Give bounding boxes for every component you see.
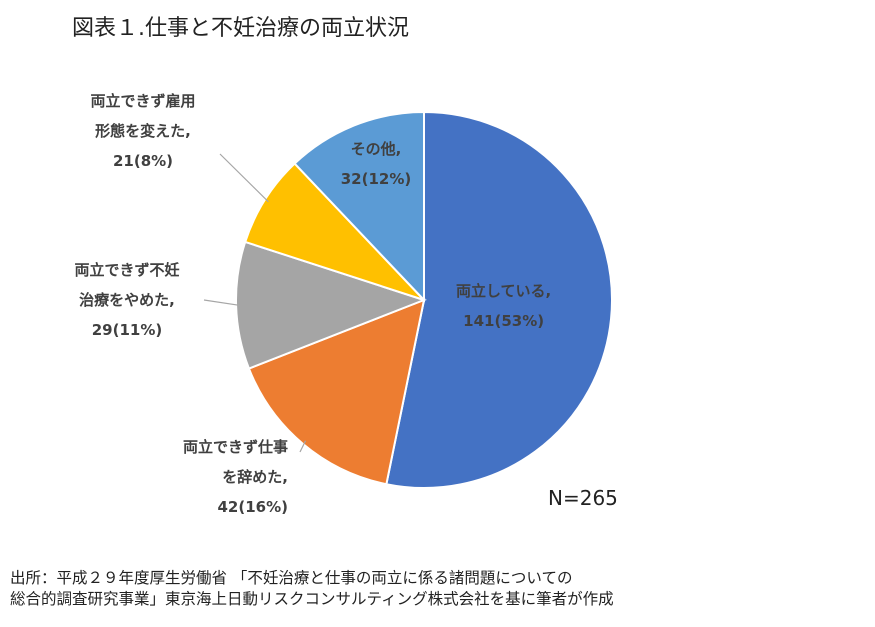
slice-label-line: 形態を変えた, bbox=[95, 122, 191, 140]
slice-label-仕事を辞めた: 両立できず仕事 を辞めた, 42(16%) bbox=[146, 432, 288, 522]
pie-slice-3 bbox=[243, 162, 425, 301]
source-line: 総合的調査研究事業」東京海上日動リスクコンサルティング株式会社を基に筆者が作成 bbox=[10, 590, 614, 608]
sample-size-label: N=265 bbox=[548, 486, 618, 510]
slice-label-雇用形態を変えた: 両立できず雇用 形態を変えた, 21(8%) bbox=[68, 86, 218, 176]
slice-label-両立している: 両立している, 141(53%) bbox=[456, 276, 551, 336]
slice-label-line: 両立している, bbox=[456, 282, 552, 300]
slice-label-line: 21(8%) bbox=[112, 152, 174, 170]
slice-label-line: 141(53%) bbox=[463, 312, 545, 330]
chart-panel: 両立している, 141(53%) 両立できず仕事 を辞めた, 42(16%) 両… bbox=[8, 62, 866, 542]
leader-line-3 bbox=[219, 153, 269, 203]
slice-label-line: 42(16%) bbox=[217, 498, 289, 516]
pie-slice-2 bbox=[235, 240, 427, 370]
slice-label-line: 両立できず仕事 bbox=[182, 438, 288, 456]
pie-slice-0 bbox=[385, 110, 613, 489]
leader-line-2 bbox=[203, 299, 241, 307]
slice-label-line: を辞めた, bbox=[222, 468, 288, 486]
slice-label-line: 両立できず不妊 bbox=[74, 261, 180, 279]
source-line: 出所：平成２９年度厚生労働省 「不妊治療と仕事の両立に係る諸問題についての bbox=[10, 569, 573, 587]
pie-slice-4 bbox=[293, 110, 425, 303]
slice-label-その他: その他, 32(12%) bbox=[330, 134, 422, 194]
slice-label-line: 29(11%) bbox=[91, 321, 163, 339]
pie-chart bbox=[203, 110, 613, 489]
leader-line-1 bbox=[299, 440, 307, 453]
slice-label-不妊治療をやめた: 両立できず不妊 治療をやめた, 29(11%) bbox=[52, 255, 202, 345]
source-note: 出所：平成２９年度厚生労働省 「不妊治療と仕事の両立に係る諸問題についての 総合… bbox=[10, 568, 614, 610]
slice-label-line: 32(12%) bbox=[340, 170, 412, 188]
slice-label-line: 両立できず雇用 bbox=[90, 92, 196, 110]
pie-slice-1 bbox=[247, 298, 426, 486]
slice-label-line: 治療をやめた, bbox=[79, 291, 175, 309]
slice-label-line: その他, bbox=[350, 140, 402, 158]
chart-title: 図表１.仕事と不妊治療の両立状況 bbox=[72, 16, 409, 41]
